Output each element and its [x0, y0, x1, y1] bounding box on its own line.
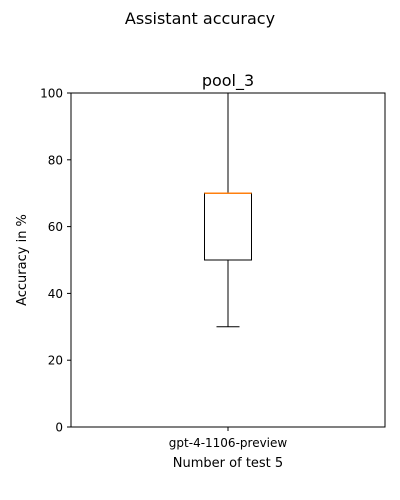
x-axis-label: Number of test 5	[173, 456, 283, 471]
y-tick-label: 100	[40, 87, 63, 101]
y-axis-label: Accuracy in %	[15, 214, 30, 306]
axes-frame	[70, 92, 386, 428]
y-tick-label: 0	[55, 421, 63, 435]
chart-title: pool_3	[202, 71, 254, 91]
y-tick-label: 60	[48, 220, 63, 234]
x-tick-label: gpt-4-1106-preview	[169, 436, 288, 450]
y-tick-label: 20	[48, 354, 63, 368]
interquartile-box	[204, 192, 252, 261]
y-tick-label: 80	[48, 153, 63, 167]
plot-area: gpt-4-1106-preview 0 20 40 60 80 100	[40, 87, 386, 450]
y-tick-label: 40	[48, 287, 63, 301]
figure-suptitle: Assistant accuracy	[125, 9, 275, 28]
